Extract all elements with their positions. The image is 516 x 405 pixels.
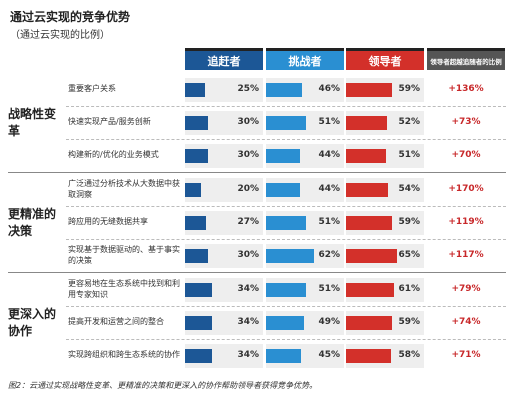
value-label: 59%: [398, 316, 420, 327]
group-separator: [8, 272, 506, 273]
row-label: 广泛通过分析技术从大数据中获取洞察: [68, 178, 180, 199]
value-label: 34%: [237, 283, 259, 294]
value-label: 20%: [237, 183, 259, 194]
row-separator: [66, 139, 506, 140]
advantage-value: +79%: [451, 283, 481, 294]
group-label: 更深入的协作: [8, 307, 57, 338]
value-label: 51%: [318, 283, 340, 294]
bar: [346, 215, 393, 230]
bar: [346, 282, 394, 297]
bar: [266, 115, 306, 130]
value-label: 34%: [237, 316, 259, 327]
row-label: 构建新的/优化的业务模式: [68, 150, 159, 160]
bar: [185, 248, 209, 263]
bar: [185, 315, 212, 330]
bar: [185, 82, 205, 97]
caption: 图2：云通过实现战略性变革、更精准的决策和更深入的协作帮助领导者获得竞争优势。: [8, 381, 318, 390]
row-label: 更容易地在生态系统中找到和利用专家知识: [68, 278, 180, 299]
bar: [185, 348, 212, 363]
bar: [266, 148, 301, 163]
value-label: 65%: [398, 249, 420, 260]
advantage-value: +73%: [451, 116, 481, 127]
column-header: 领导者: [346, 48, 424, 70]
value-label: 30%: [237, 149, 259, 160]
column-header: 领导者超越追随者的比例: [427, 48, 505, 70]
bar: [266, 348, 302, 363]
bar: [185, 148, 209, 163]
bar: [346, 315, 393, 330]
value-label: 27%: [237, 216, 259, 227]
value-label: 49%: [318, 316, 340, 327]
value-label: 44%: [318, 183, 340, 194]
bar: [346, 348, 392, 363]
group-label: 战略性变革: [8, 107, 57, 138]
bar: [266, 82, 302, 97]
advantage-value: +170%: [448, 183, 484, 194]
bar: [346, 248, 397, 263]
row-label: 重要客户关系: [68, 84, 116, 94]
value-label: 51%: [318, 216, 340, 227]
value-label: 59%: [398, 83, 420, 94]
advantage-value: +74%: [451, 316, 481, 327]
row-separator: [66, 206, 506, 207]
bar: [266, 182, 301, 197]
row-separator: [66, 339, 506, 340]
value-label: 34%: [237, 349, 259, 360]
bar: [346, 148, 386, 163]
advantage-value: +119%: [448, 216, 484, 227]
value-label: 52%: [398, 116, 420, 127]
value-label: 58%: [398, 349, 420, 360]
advantage-value: +117%: [448, 249, 484, 260]
row-label: 跨应用的无缝数据共享: [68, 217, 148, 227]
bar: [185, 282, 212, 297]
value-label: 51%: [398, 149, 420, 160]
value-label: 59%: [398, 216, 420, 227]
row-label: 快速实现产品/服务创新: [68, 117, 151, 127]
value-label: 62%: [318, 249, 340, 260]
column-header: 追赶者: [185, 48, 263, 70]
value-label: 45%: [318, 349, 340, 360]
row-separator: [66, 106, 506, 107]
value-label: 44%: [318, 149, 340, 160]
bar: [266, 315, 305, 330]
bar: [266, 248, 315, 263]
bar: [185, 115, 209, 130]
column-header: 挑战者: [266, 48, 344, 70]
bar: [346, 182, 389, 197]
value-label: 30%: [237, 116, 259, 127]
bar: [185, 182, 201, 197]
value-label: 54%: [398, 183, 420, 194]
bar: [185, 215, 207, 230]
bar: [346, 115, 387, 130]
row-label: 实现跨组织和跨生态系统的协作: [68, 350, 180, 360]
group-separator: [8, 172, 506, 173]
bar: [266, 282, 306, 297]
advantage-value: +136%: [448, 83, 484, 94]
advantage-value: +71%: [451, 349, 481, 360]
row-separator: [66, 306, 506, 307]
value-label: 25%: [237, 83, 259, 94]
row-label: 提高开发和运营之间的整合: [68, 317, 164, 327]
row-label: 实现基于数据驱动的、基于事实的决策: [68, 244, 180, 265]
bar: [346, 82, 393, 97]
value-label: 61%: [398, 283, 420, 294]
advantage-value: +70%: [451, 149, 481, 160]
value-label: 30%: [237, 249, 259, 260]
subtitle: （通过云实现的比例）: [10, 30, 110, 41]
bar: [266, 215, 306, 230]
group-label: 更精准的决策: [8, 207, 57, 238]
value-label: 51%: [318, 116, 340, 127]
row-separator: [66, 239, 506, 240]
title: 通过云实现的竞争优势: [10, 10, 131, 24]
value-label: 46%: [318, 83, 340, 94]
